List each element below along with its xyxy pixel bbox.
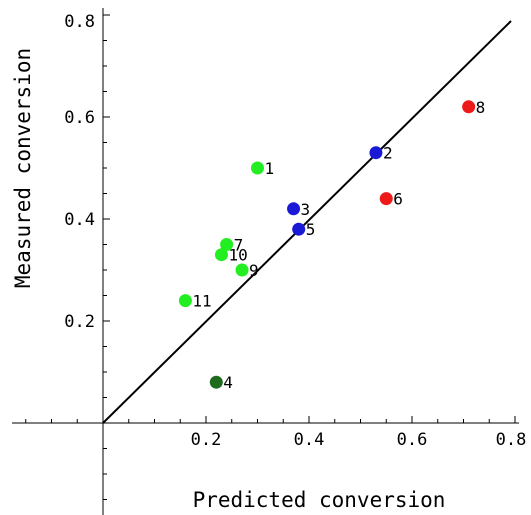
data-point-6 <box>379 192 393 206</box>
data-point-10 <box>214 248 228 262</box>
data-point-label: 2 <box>383 144 393 163</box>
x-ticks: 0.2 0.4 0.6 0.8 <box>25 416 527 450</box>
data-point-4 <box>209 375 223 389</box>
x-axis-title: Predicted conversion <box>193 488 446 512</box>
data-point-label: 6 <box>393 190 403 209</box>
data-point-9 <box>235 263 249 277</box>
data-point-11 <box>178 294 192 308</box>
y-ticks: 0.2 0.4 0.6 0.8 <box>64 12 110 500</box>
data-point-8 <box>462 100 476 114</box>
data-point-label: 7 <box>234 236 244 255</box>
data-point-label: 3 <box>301 200 311 219</box>
data-point-label: 10 <box>228 246 247 265</box>
reference-line <box>102 20 512 424</box>
data-points: 1 2 3 4 5 6 7 8 910 11 <box>178 98 486 392</box>
y-tick-label: 0.4 <box>64 210 95 230</box>
x-tick-label: 0.6 <box>397 430 428 450</box>
data-point-label: 8 <box>476 98 486 117</box>
data-point-1 <box>251 161 264 175</box>
data-point-2 <box>369 146 383 160</box>
data-point-7 <box>220 238 234 251</box>
data-point-label: 5 <box>306 220 316 239</box>
x-tick-label: 0.8 <box>496 430 527 450</box>
y-axis-title: Measured conversion <box>11 48 35 288</box>
data-point-5 <box>292 222 306 236</box>
data-point-label: 11 <box>192 292 211 311</box>
data-point-label: 9 <box>249 261 259 280</box>
data-point-label: 1 <box>265 159 275 178</box>
data-point-label: 4 <box>223 373 233 392</box>
y-tick-label: 0.6 <box>64 108 95 128</box>
x-tick-label: 0.4 <box>294 430 325 450</box>
y-tick-label: 0.2 <box>64 312 95 332</box>
x-tick-label: 0.2 <box>191 430 222 450</box>
data-point-3 <box>287 202 301 216</box>
y-tick-label: 0.8 <box>64 12 95 32</box>
